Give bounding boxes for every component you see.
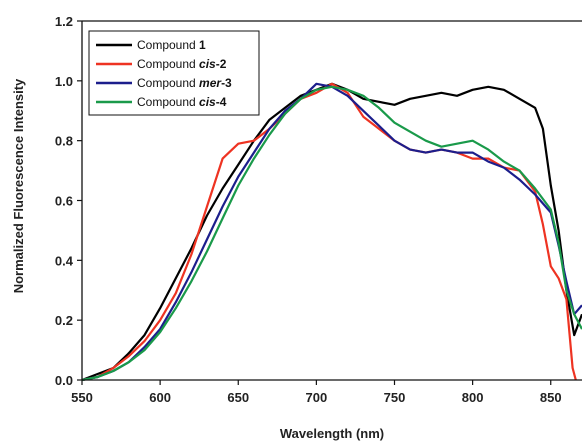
legend-label: Compound cis-4: [137, 95, 227, 109]
y-tick-label: 1.2: [55, 14, 73, 29]
legend: Compound 1 Compound cis-2 Compound mer-3 Co…: [88, 30, 260, 116]
series-line-3: [81, 82, 582, 382]
series-line-4: [81, 85, 582, 382]
series-line-1: [81, 82, 582, 382]
y-axis-label: Normalized Fluorescence Intensity: [11, 78, 26, 293]
x-tick-label: 600: [149, 390, 171, 405]
legend-label: Compound cis-2: [137, 57, 227, 71]
legend-label: Compound 1: [137, 38, 206, 52]
x-tick-label: 800: [462, 390, 484, 405]
x-ticks: 550 600 650 700 750 800 850: [71, 380, 562, 405]
y-tick-label: 0.0: [55, 373, 73, 388]
x-tick-label: 700: [306, 390, 328, 405]
series-layer: [81, 82, 582, 382]
legend-items: Compound 1 Compound cis-2 Compound mer-3 Co…: [96, 38, 232, 109]
y-tick-label: 0.6: [55, 194, 73, 209]
y-tick-label: 0.8: [55, 134, 73, 149]
x-tick-label: 750: [384, 390, 406, 405]
y-tick-label: 0.2: [55, 313, 73, 328]
y-tick-label: 1.0: [55, 74, 73, 89]
y-ticks: 0.0 0.2 0.4 0.6 0.8 1.0 1.2: [55, 14, 82, 388]
x-axis-label: Wavelength (nm): [280, 426, 384, 441]
legend-label: Compound mer-3: [137, 76, 232, 90]
x-tick-label: 850: [540, 390, 562, 405]
x-tick-label: 650: [227, 390, 249, 405]
y-tick-label: 0.4: [55, 253, 74, 268]
x-tick-label: 550: [71, 390, 93, 405]
